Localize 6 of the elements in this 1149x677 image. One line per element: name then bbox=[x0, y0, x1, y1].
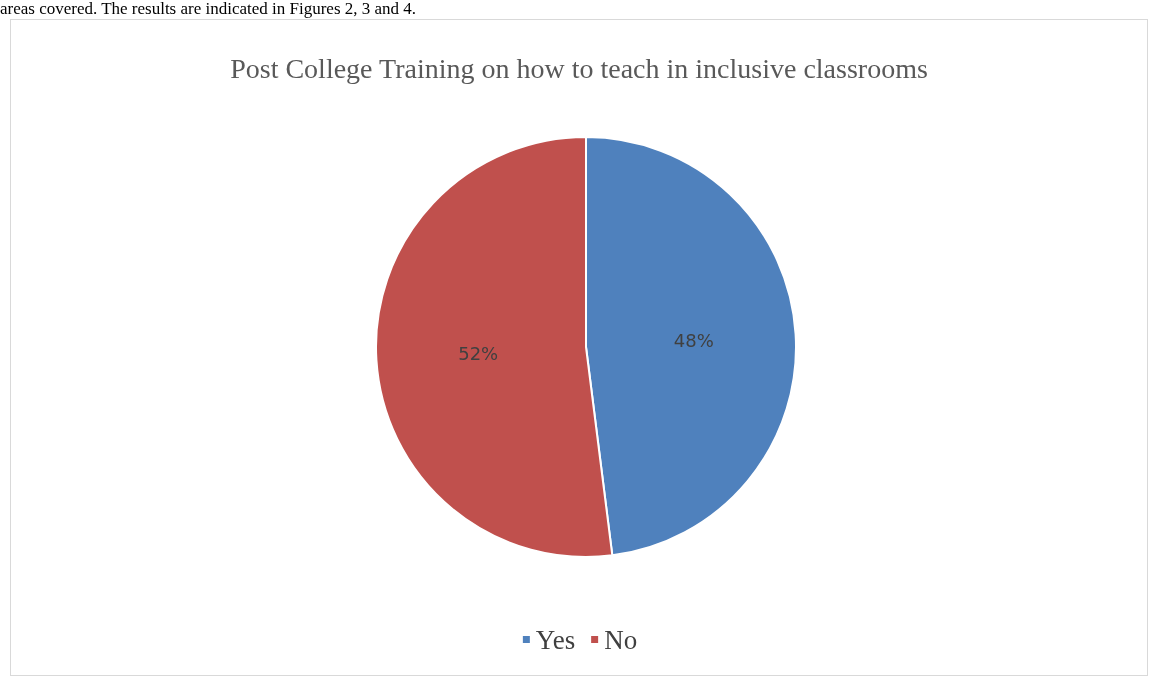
data-label: 52% bbox=[458, 343, 499, 365]
legend-label: No bbox=[604, 624, 638, 655]
chart-title: Post College Training on how to teach in inclusive classrooms bbox=[230, 52, 928, 84]
legend-label: Yes bbox=[535, 624, 576, 655]
text: areas covered. The results are indicated in Figures 2, 3 and 4. bbox=[0, 0, 417, 18]
data-label: 48% bbox=[673, 329, 714, 351]
